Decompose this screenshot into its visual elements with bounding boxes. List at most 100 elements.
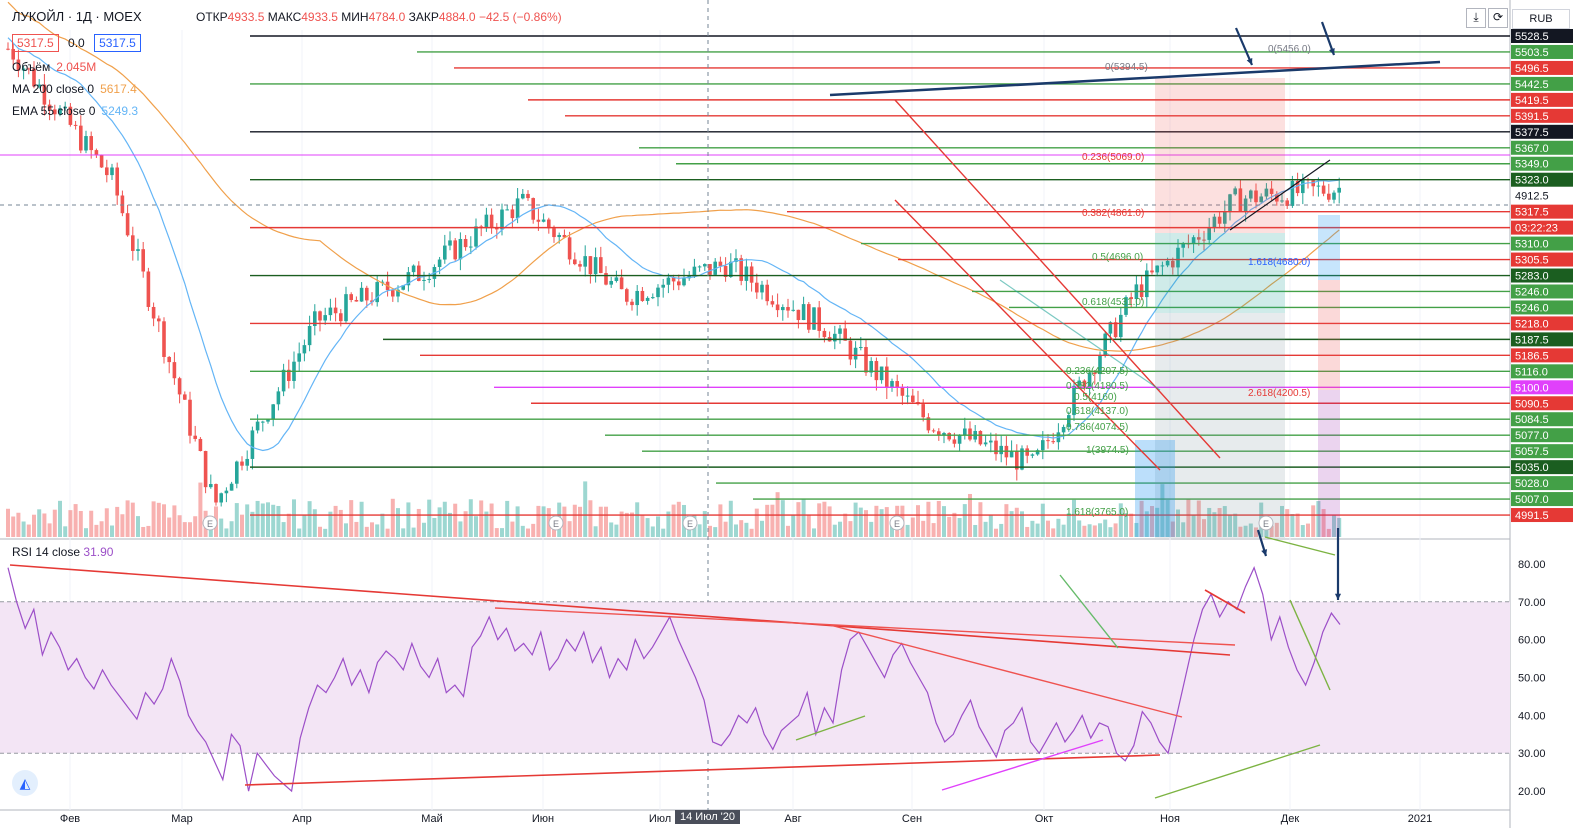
volume-legend[interactable]: Объём 2.045M [12, 60, 102, 74]
volume-bar [656, 516, 660, 537]
rsi-tick-4: 40.00 [1518, 710, 1546, 722]
rsi-magenta-line [941, 739, 1104, 791]
volume-bar [988, 514, 993, 537]
rsi-red-short [1204, 589, 1246, 614]
refresh-icon[interactable]: ⟳ [1488, 8, 1508, 28]
volume-bar [401, 528, 406, 537]
earnings-marker-label-4: E [1263, 519, 1269, 529]
earnings-marker-label-0: E [207, 519, 213, 529]
candle-body [635, 290, 639, 306]
volume-bar [474, 516, 478, 537]
candle-body [1119, 314, 1123, 338]
volume-bar [297, 528, 302, 537]
volume-bar [468, 499, 473, 537]
candle-body [229, 483, 234, 491]
candle-body [115, 167, 119, 196]
candle-body [552, 228, 556, 238]
volume-bar [786, 525, 790, 537]
candle-body [313, 311, 317, 326]
axis-tag-label-7: 5367.0 [1515, 143, 1549, 155]
axis-tag-label-14: 5305.5 [1515, 255, 1549, 267]
volume-bar [739, 520, 744, 537]
volume-bar [63, 526, 68, 537]
volume-bar [614, 524, 619, 537]
axis-tag [1511, 348, 1573, 363]
volume-bar [458, 521, 463, 537]
volume-bar [479, 500, 484, 537]
candle-body [1233, 188, 1237, 195]
volume-bar [162, 504, 166, 537]
volume-bar [437, 507, 442, 537]
axis-tag [1511, 140, 1573, 155]
candle-body [370, 300, 374, 303]
volume-bar [292, 499, 296, 537]
axis-tag [1511, 44, 1573, 59]
volume-bar [104, 508, 109, 537]
rsi-trend-1 [9, 564, 1231, 656]
candle-body [32, 68, 36, 87]
bid-box[interactable]: 5317.5 [12, 34, 59, 52]
volume-bar [146, 525, 151, 537]
axis-tag [1511, 316, 1573, 331]
axis-tag [1511, 108, 1573, 123]
earnings-marker-2 [682, 515, 698, 531]
candle-body [661, 284, 665, 288]
rsi-legend[interactable]: RSI 14 close 31.90 [12, 545, 113, 559]
axis-tag [1511, 284, 1573, 299]
candle-body [864, 347, 868, 373]
volume-bar [453, 503, 458, 537]
candle-body [749, 266, 754, 283]
axis-tag-label-18: 5218.0 [1515, 318, 1549, 330]
axis-tag-label-10: 4912.5 [1515, 191, 1549, 203]
axis-tag [1511, 508, 1573, 523]
candle-body [593, 257, 598, 275]
ma200-legend[interactable]: MA 200 close 0 5617.4 [12, 82, 143, 96]
volume-bar [884, 507, 889, 537]
down-arrow-icon[interactable]: ⤓ [1466, 8, 1486, 28]
axis-tag [1511, 172, 1573, 187]
candle-body [110, 167, 114, 176]
candle-body [1191, 237, 1196, 244]
candle-body [942, 433, 946, 436]
volume-bar [676, 501, 681, 537]
volume-bar [1160, 484, 1165, 537]
candle-body [583, 256, 587, 267]
candle-body [209, 484, 213, 488]
ask-box[interactable]: 5317.5 [94, 34, 141, 52]
candle-body [162, 321, 166, 357]
candle-body [890, 381, 894, 388]
candle-body [177, 378, 182, 395]
volume-bar [952, 512, 957, 537]
candle-body [645, 297, 650, 301]
candle-body [453, 240, 457, 260]
volume-bar [588, 500, 593, 537]
candle-body [989, 440, 993, 443]
rsi-green-4 [1289, 599, 1331, 691]
candle-body [1077, 380, 1081, 386]
axis-tag [1511, 188, 1573, 203]
axis-tag-label-9: 5323.0 [1515, 175, 1549, 187]
volume-bar [32, 514, 36, 537]
fib-label-1: 0(5394.5) [1105, 62, 1148, 73]
candle-body [609, 280, 613, 285]
symbol-title[interactable]: ЛУКОЙЛ · 1Д · MOEX [12, 9, 142, 24]
candle-body [500, 209, 504, 230]
tv-logo-icon[interactable]: ◭ [12, 770, 38, 796]
earnings-marker-label-1: E [553, 519, 559, 529]
candle-body [692, 266, 697, 276]
volume-bar [188, 522, 192, 537]
candle-body [443, 245, 447, 260]
month-label-3: Май [421, 813, 443, 825]
candle-body [16, 59, 21, 71]
ema55-legend[interactable]: EMA 55 close 0 5249.3 [12, 104, 144, 118]
currency-badge[interactable]: RUB [1512, 9, 1570, 29]
volume-bar [1014, 507, 1019, 537]
axis-tag-label-11: 5317.5 [1515, 207, 1549, 219]
candle-body [557, 234, 561, 238]
rsi-trend-4 [829, 624, 1183, 718]
candle-body [365, 287, 369, 301]
candle-body [723, 266, 728, 277]
volume-bar [245, 504, 250, 537]
volume-bar [42, 513, 47, 537]
